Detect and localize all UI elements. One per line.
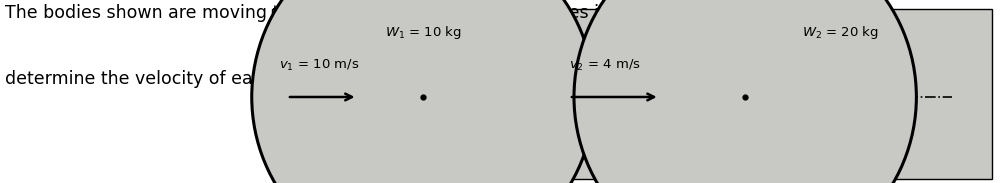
Ellipse shape: [252, 0, 594, 183]
Text: The bodies shown are moving to the right with the same velocities indicated. If : The bodies shown are moving to the right…: [5, 4, 772, 22]
Text: $W_1$ = 10 kg: $W_1$ = 10 kg: [385, 25, 461, 41]
Text: $v_1$ = 10 m/s: $v_1$ = 10 m/s: [279, 58, 359, 73]
Ellipse shape: [574, 0, 916, 183]
Text: $W_2$ = 20 kg: $W_2$ = 20 kg: [803, 25, 879, 41]
Text: $v_2$ = 4 m/s: $v_2$ = 4 m/s: [569, 58, 640, 73]
Bar: [272, 9, 992, 179]
Text: determine the velocity of each body after impact..: determine the velocity of each body afte…: [5, 70, 445, 87]
